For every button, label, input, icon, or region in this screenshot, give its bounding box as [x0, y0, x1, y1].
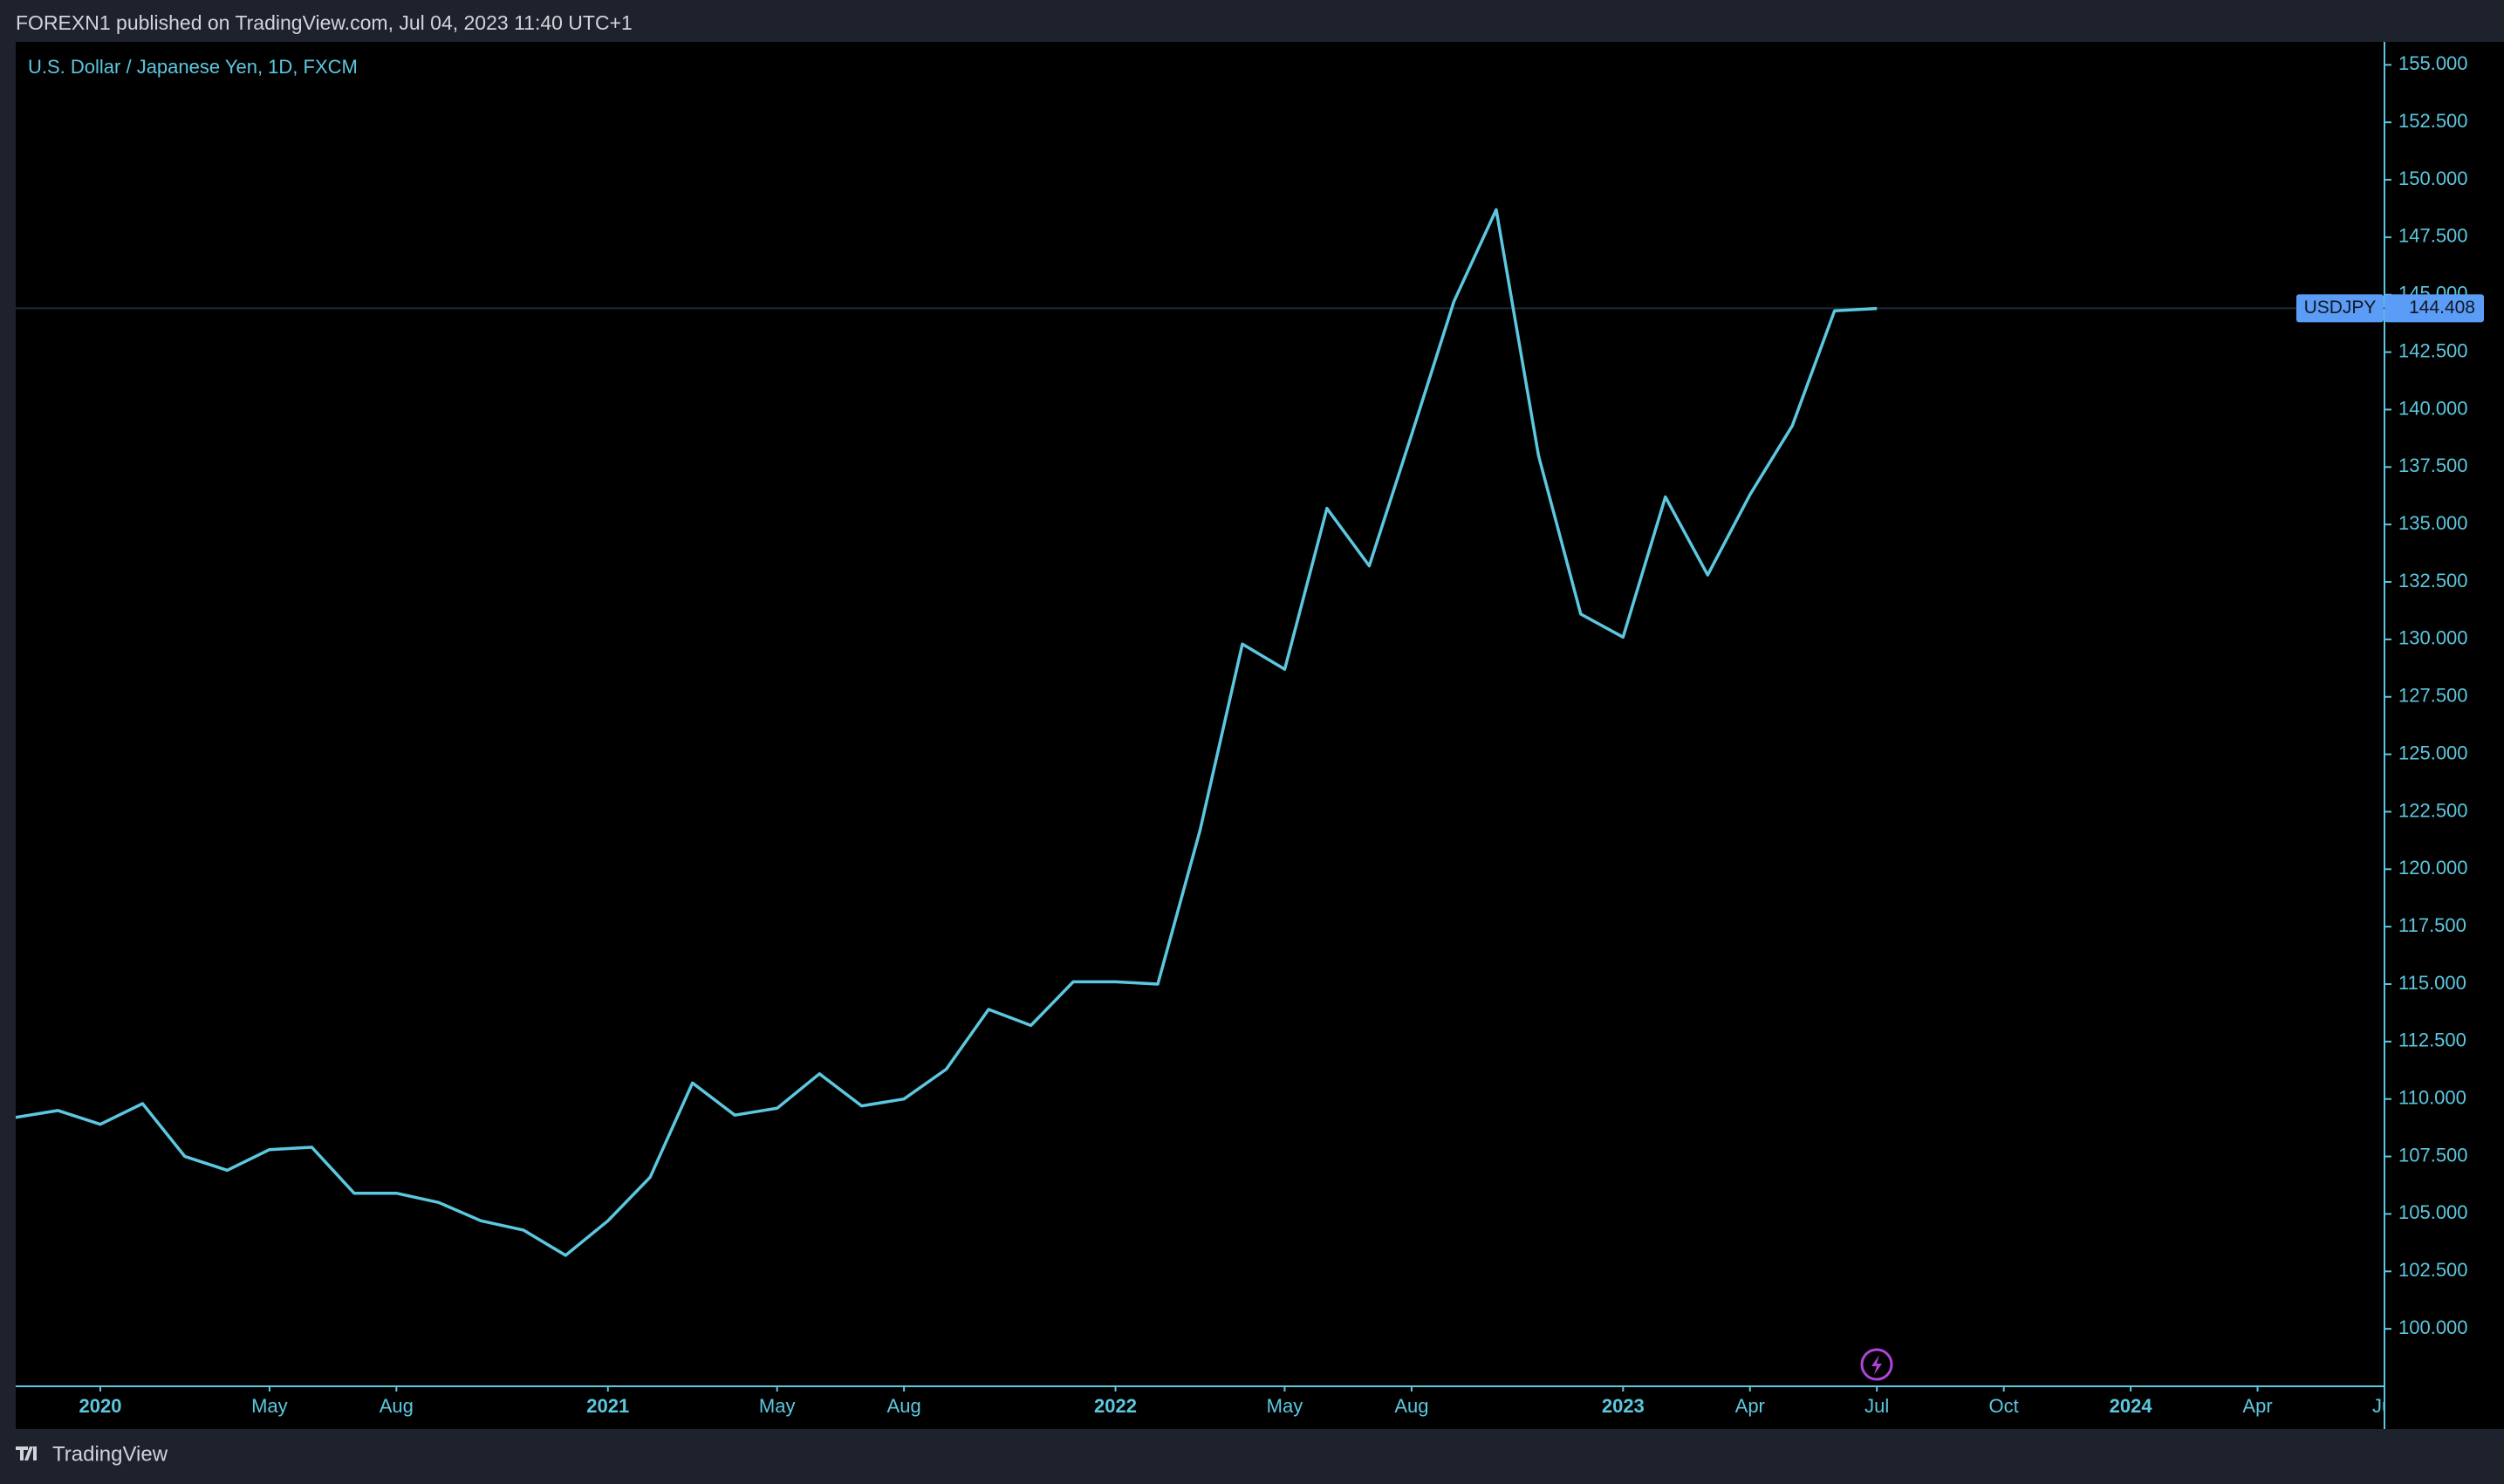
price-label: 144.408 [2409, 297, 2475, 318]
header-text: FOREXN1 published on TradingView.com, Ju… [16, 11, 633, 34]
y-tick-label: 120.000 [2398, 857, 2468, 879]
y-tick-label: 112.500 [2398, 1029, 2466, 1051]
price-line [16, 208, 1878, 1257]
y-tick-label: 130.000 [2398, 627, 2468, 649]
symbol-label-box [2296, 294, 2384, 323]
x-tick-label: May [1267, 1395, 1303, 1417]
x-tick-label: 2024 [2110, 1395, 2153, 1417]
y-tick-label: 152.500 [2398, 110, 2468, 132]
alert-bolt [1871, 1355, 1882, 1375]
y-tick-label: 132.500 [2398, 570, 2468, 592]
x-tick-label: Aug [1394, 1395, 1428, 1417]
x-tick-label: Apr [1735, 1395, 1765, 1417]
symbol-label: USDJPY [2304, 297, 2377, 318]
brand-text: TradingView [52, 1442, 168, 1466]
plot-area [16, 42, 2504, 1429]
x-tick-label: Jul [2372, 1395, 2397, 1417]
chart-title: U.S. Dollar / Japanese Yen, 1D, FXCM [28, 56, 358, 78]
y-tick-label: 140.000 [2398, 397, 2468, 419]
logo [16, 1446, 37, 1460]
alert-circle [1860, 1348, 1893, 1381]
x-tick-label: 2021 [586, 1395, 629, 1417]
y-tick-label: 147.500 [2398, 225, 2468, 247]
x-tick-label: Oct [1989, 1395, 2019, 1417]
y-tick-label: 100.000 [2398, 1316, 2468, 1338]
y-tick-label: 102.500 [2398, 1259, 2468, 1281]
price-label-box [2384, 294, 2484, 323]
y-tick-label: 115.000 [2398, 972, 2466, 994]
y-tick-label: 137.500 [2398, 455, 2468, 476]
y-tick-label: 155.000 [2398, 52, 2468, 74]
x-tick-label: Apr [2242, 1395, 2272, 1417]
y-tick-label: 107.500 [2398, 1144, 2468, 1166]
y-tick-label: 127.500 [2398, 685, 2468, 707]
x-tick-label: Aug [380, 1395, 414, 1417]
y-tick-label: 110.000 [2398, 1087, 2466, 1109]
x-tick-label: 2023 [1602, 1395, 1645, 1417]
x-tick-label: 2022 [1094, 1395, 1137, 1417]
y-tick-label: 122.500 [2398, 799, 2468, 821]
y-tick-label: 135.000 [2398, 512, 2468, 534]
x-tick-label: Jul [1864, 1395, 1889, 1417]
y-tick-label: 105.000 [2398, 1201, 2468, 1223]
y-tick-label: 142.500 [2398, 339, 2468, 361]
x-tick-label: May [759, 1395, 796, 1417]
alert-icon [1860, 1348, 1893, 1381]
y-tick-label: 125.000 [2398, 742, 2468, 763]
x-tick-label: Aug [887, 1395, 921, 1417]
logo-mark [16, 1446, 37, 1460]
x-tick-label: May [251, 1395, 288, 1417]
time-axis: 2020 May Aug 2021 May Aug 2022 May Aug 2023 Apr Jul… [79, 1386, 2397, 1417]
x-tick-label: 2020 [79, 1395, 121, 1417]
y-tick-label: 117.500 [2398, 914, 2466, 936]
y-tick-label: 150.000 [2398, 168, 2468, 189]
